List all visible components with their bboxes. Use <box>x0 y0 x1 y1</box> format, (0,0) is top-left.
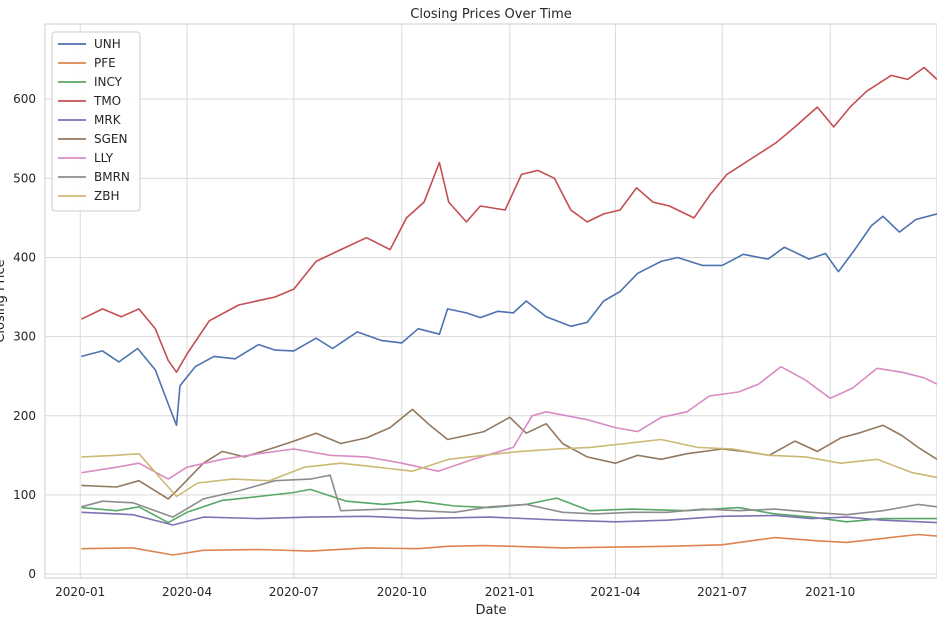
legend-label: ZBH <box>94 189 119 203</box>
series-line-lly <box>81 365 937 480</box>
series-line-mrk <box>81 511 937 526</box>
chart-title: Closing Prices Over Time <box>410 7 571 22</box>
series-line-incy <box>81 488 937 524</box>
legend-label: BMRN <box>94 170 130 184</box>
y-axis-label: Closing Price <box>0 259 8 342</box>
series-line-pfe <box>81 533 937 556</box>
series-line-tmo <box>81 66 937 373</box>
x-tick-label: 2020-07 <box>269 585 319 599</box>
series-line-unh <box>81 213 937 427</box>
x-tick-label: 2020-10 <box>377 585 427 599</box>
legend: UNH PFE INCY TMO MRK SGEN LLY BMRN ZBH <box>51 31 141 212</box>
series-group <box>81 66 937 556</box>
legend-label: UNH <box>94 37 121 51</box>
y-tick-label: 600 <box>13 92 36 106</box>
y-tick-label: 300 <box>13 330 36 344</box>
y-tick-label: 400 <box>13 250 36 264</box>
x-tick-label: 2021-07 <box>697 585 747 599</box>
legend-label: INCY <box>94 75 123 89</box>
y-tick-labels: 0 100 200 300 400 500 600 <box>13 92 36 581</box>
series-line-zbh <box>81 438 937 498</box>
x-tick-label: 2021-10 <box>805 585 855 599</box>
legend-box <box>51 31 141 212</box>
x-tick-label: 2020-04 <box>162 585 212 599</box>
series-line-sgen <box>81 408 937 500</box>
legend-label: PFE <box>94 56 116 70</box>
plot-area <box>44 23 937 579</box>
y-tick-label: 100 <box>13 488 36 502</box>
legend-label: LLY <box>94 151 114 165</box>
y-tick-label: 0 <box>28 567 36 581</box>
grid <box>45 24 937 578</box>
series-line-bmrn <box>81 474 937 518</box>
x-tick-label: 2021-04 <box>590 585 640 599</box>
legend-label: MRK <box>94 113 122 127</box>
x-tick-label: 2021-01 <box>485 585 535 599</box>
x-tick-label: 2020-01 <box>55 585 105 599</box>
x-axis-label: Date <box>475 603 506 618</box>
y-tick-label: 200 <box>13 409 36 423</box>
x-tick-labels: 2020-01 2020-04 2020-07 2020-10 2021-01 2021-… <box>55 585 855 599</box>
legend-label: TMO <box>93 94 121 108</box>
y-tick-label: 500 <box>13 171 36 185</box>
legend-label: SGEN <box>94 132 127 146</box>
